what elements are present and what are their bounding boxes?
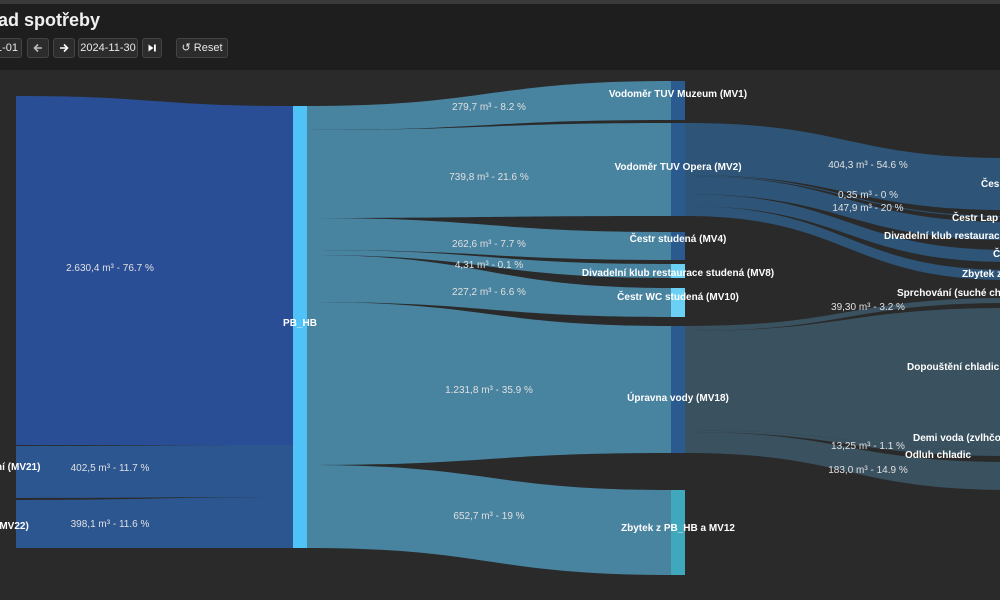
link-label-pb_hb-mv2: 739,8 m³ - 21.6 % (449, 172, 529, 183)
date-from-field[interactable]: 1-01 (0, 38, 22, 58)
sankey-link-pb_hb-zbytek[interactable] (307, 465, 671, 575)
node-label-mv10: Čestr WC studená (MV10) (617, 290, 739, 303)
sankey-link-pb_hb-mv1[interactable] (307, 81, 671, 130)
link-label-mv2-t_cestr: 404,3 m³ - 54.6 % (828, 160, 908, 171)
sankey-link-mv22-pb_hb[interactable] (16, 497, 293, 548)
sankey-node-mv1[interactable] (671, 81, 685, 120)
last-period-button[interactable] (142, 38, 162, 58)
node-label-t_odluh: Odluh chladic (905, 450, 972, 461)
sankey-node-mv2[interactable] (671, 123, 685, 216)
link-label-pb_hb-mv1: 279,7 m³ - 8.2 % (452, 102, 526, 113)
arrow-right-icon (60, 43, 69, 53)
sankey-link-src_main-pb_hb[interactable] (16, 96, 293, 445)
node-label-t_c: Č (993, 247, 1000, 260)
header-top-border (0, 0, 1000, 4)
sankey-link-mv21-pb_hb[interactable] (16, 445, 293, 498)
sankey-node-pb_hb[interactable] (293, 106, 307, 548)
sankey-nodes (293, 81, 685, 575)
node-label-zbytek: Zbytek z PB_HB a MV12 (621, 523, 735, 534)
node-label-t_demi: Demi voda (zvlhčo (913, 433, 1000, 444)
sankey-node-mv8[interactable] (671, 264, 685, 278)
arrow-left-icon (33, 43, 42, 53)
sankey-link-pb_hb-mv2[interactable] (307, 123, 671, 218)
link-label-pb_hb-zbytek: 652,7 m³ - 19 % (453, 511, 524, 522)
sankey-link-mv2-t_c[interactable] (685, 194, 1000, 262)
link-label-pb_hb-mv10: 227,2 m³ - 6.6 % (452, 287, 526, 298)
link-label-pb_hb-mv8: 4,31 m³ - 0.1 % (455, 260, 523, 271)
sankey-link-pb_hb-mv18[interactable] (307, 302, 671, 465)
node-label-t_divadelni: Divadelní klub restaurac (884, 231, 1000, 242)
sankey-chart: 2.630,4 m³ - 76.7 % 402,5 m³ - 11.7 % 398,… (0, 70, 1000, 600)
sankey-link-mv18-t_dopousteni[interactable] (685, 308, 1000, 450)
date-to-field[interactable]: 2024-11-30 (78, 38, 138, 58)
node-label-mv18: Úpravna vody (MV18) (627, 391, 729, 404)
sankey-link-mv18-t_sprch[interactable] (685, 298, 1000, 331)
link-label-src_main-pb_hb: 2.630,4 m³ - 76.7 % (66, 263, 154, 274)
sankey-link-mv2-t_zbytek[interactable] (685, 206, 1000, 280)
link-label-pb_hb-mv4: 262,6 m³ - 7.7 % (452, 239, 526, 250)
node-label-t_zbytek: Zbytek z (962, 269, 1000, 280)
node-label-t_cestr: Čes (981, 177, 1000, 190)
sankey-node-mv4[interactable] (671, 232, 685, 260)
header: ad spotřeby 1-01 2024-11-30 ↺ Reset (0, 0, 1000, 70)
sankey-link-pb_hb-mv4[interactable] (307, 218, 671, 260)
node-label-pb_hb: PB_HB (283, 318, 317, 329)
undo-icon: ↺ (181, 42, 191, 54)
node-label-mv8: Divadelní klub restaurace studená (MV8) (582, 268, 774, 279)
node-label-mv21: ní (MV21) (0, 462, 40, 473)
node-label-t_sprch: Sprchování (suché ch (897, 288, 1000, 299)
sankey-node-mv18[interactable] (671, 326, 685, 453)
node-label-mv4: Čestr studená (MV4) (630, 232, 727, 245)
page-title: ad spotřeby (0, 10, 101, 30)
link-label-mv18-t_odluh: 183,0 m³ - 14.9 % (828, 465, 908, 476)
sankey-link-pb_hb-mv10[interactable] (307, 255, 671, 317)
sankey-link-mv2-t_cestr[interactable] (685, 123, 1000, 210)
link-label-pb_hb-mv18: 1.231,8 m³ - 35.9 % (445, 385, 533, 396)
sankey-node-mv10[interactable] (671, 288, 685, 317)
node-label-t_dopousteni: Dopouštění chladic (907, 362, 1000, 373)
link-label-mv2-t_divadelni: 147,9 m³ - 20 % (832, 203, 903, 214)
node-label-mv2: Vodoměr TUV Opera (MV2) (614, 162, 741, 173)
reset-button[interactable]: ↺ Reset (176, 38, 228, 58)
node-label-mv22: (MV22) (0, 521, 29, 532)
previous-period-button[interactable] (27, 38, 49, 58)
reset-label: Reset (193, 42, 223, 54)
sankey-link-mv18-t_odluh[interactable] (685, 432, 1000, 490)
skip-to-end-icon (148, 44, 156, 52)
link-label-mv22-pb_hb: 398,1 m³ - 11.6 % (71, 519, 150, 530)
node-label-t_lap: Čestr Lap (952, 211, 998, 224)
sankey-link-mv18-t_demi[interactable] (685, 430, 1000, 456)
link-label-mv18-t_sprch: 39,30 m³ - 3.2 % (831, 302, 905, 313)
link-label-mv2-t_lap: 0,35 m³ - 0 % (838, 190, 898, 201)
sankey-link-mv2-t_divadelni[interactable] (685, 176, 1000, 240)
sankey-labels: 2.630,4 m³ - 76.7 % 402,5 m³ - 11.7 % 398,… (0, 89, 1000, 534)
link-label-mv21-pb_hb: 402,5 m³ - 11.7 % (71, 463, 150, 474)
next-period-button[interactable] (53, 38, 75, 58)
link-label-mv18-t_demi: 13,25 m³ - 1.1 % (831, 441, 905, 452)
node-label-mv1: Vodoměr TUV Muzeum (MV1) (609, 89, 747, 100)
sankey-node-zbytek[interactable] (671, 490, 685, 575)
sankey-link-pb_hb-mv8[interactable] (307, 250, 671, 278)
sankey-links (16, 81, 1000, 575)
